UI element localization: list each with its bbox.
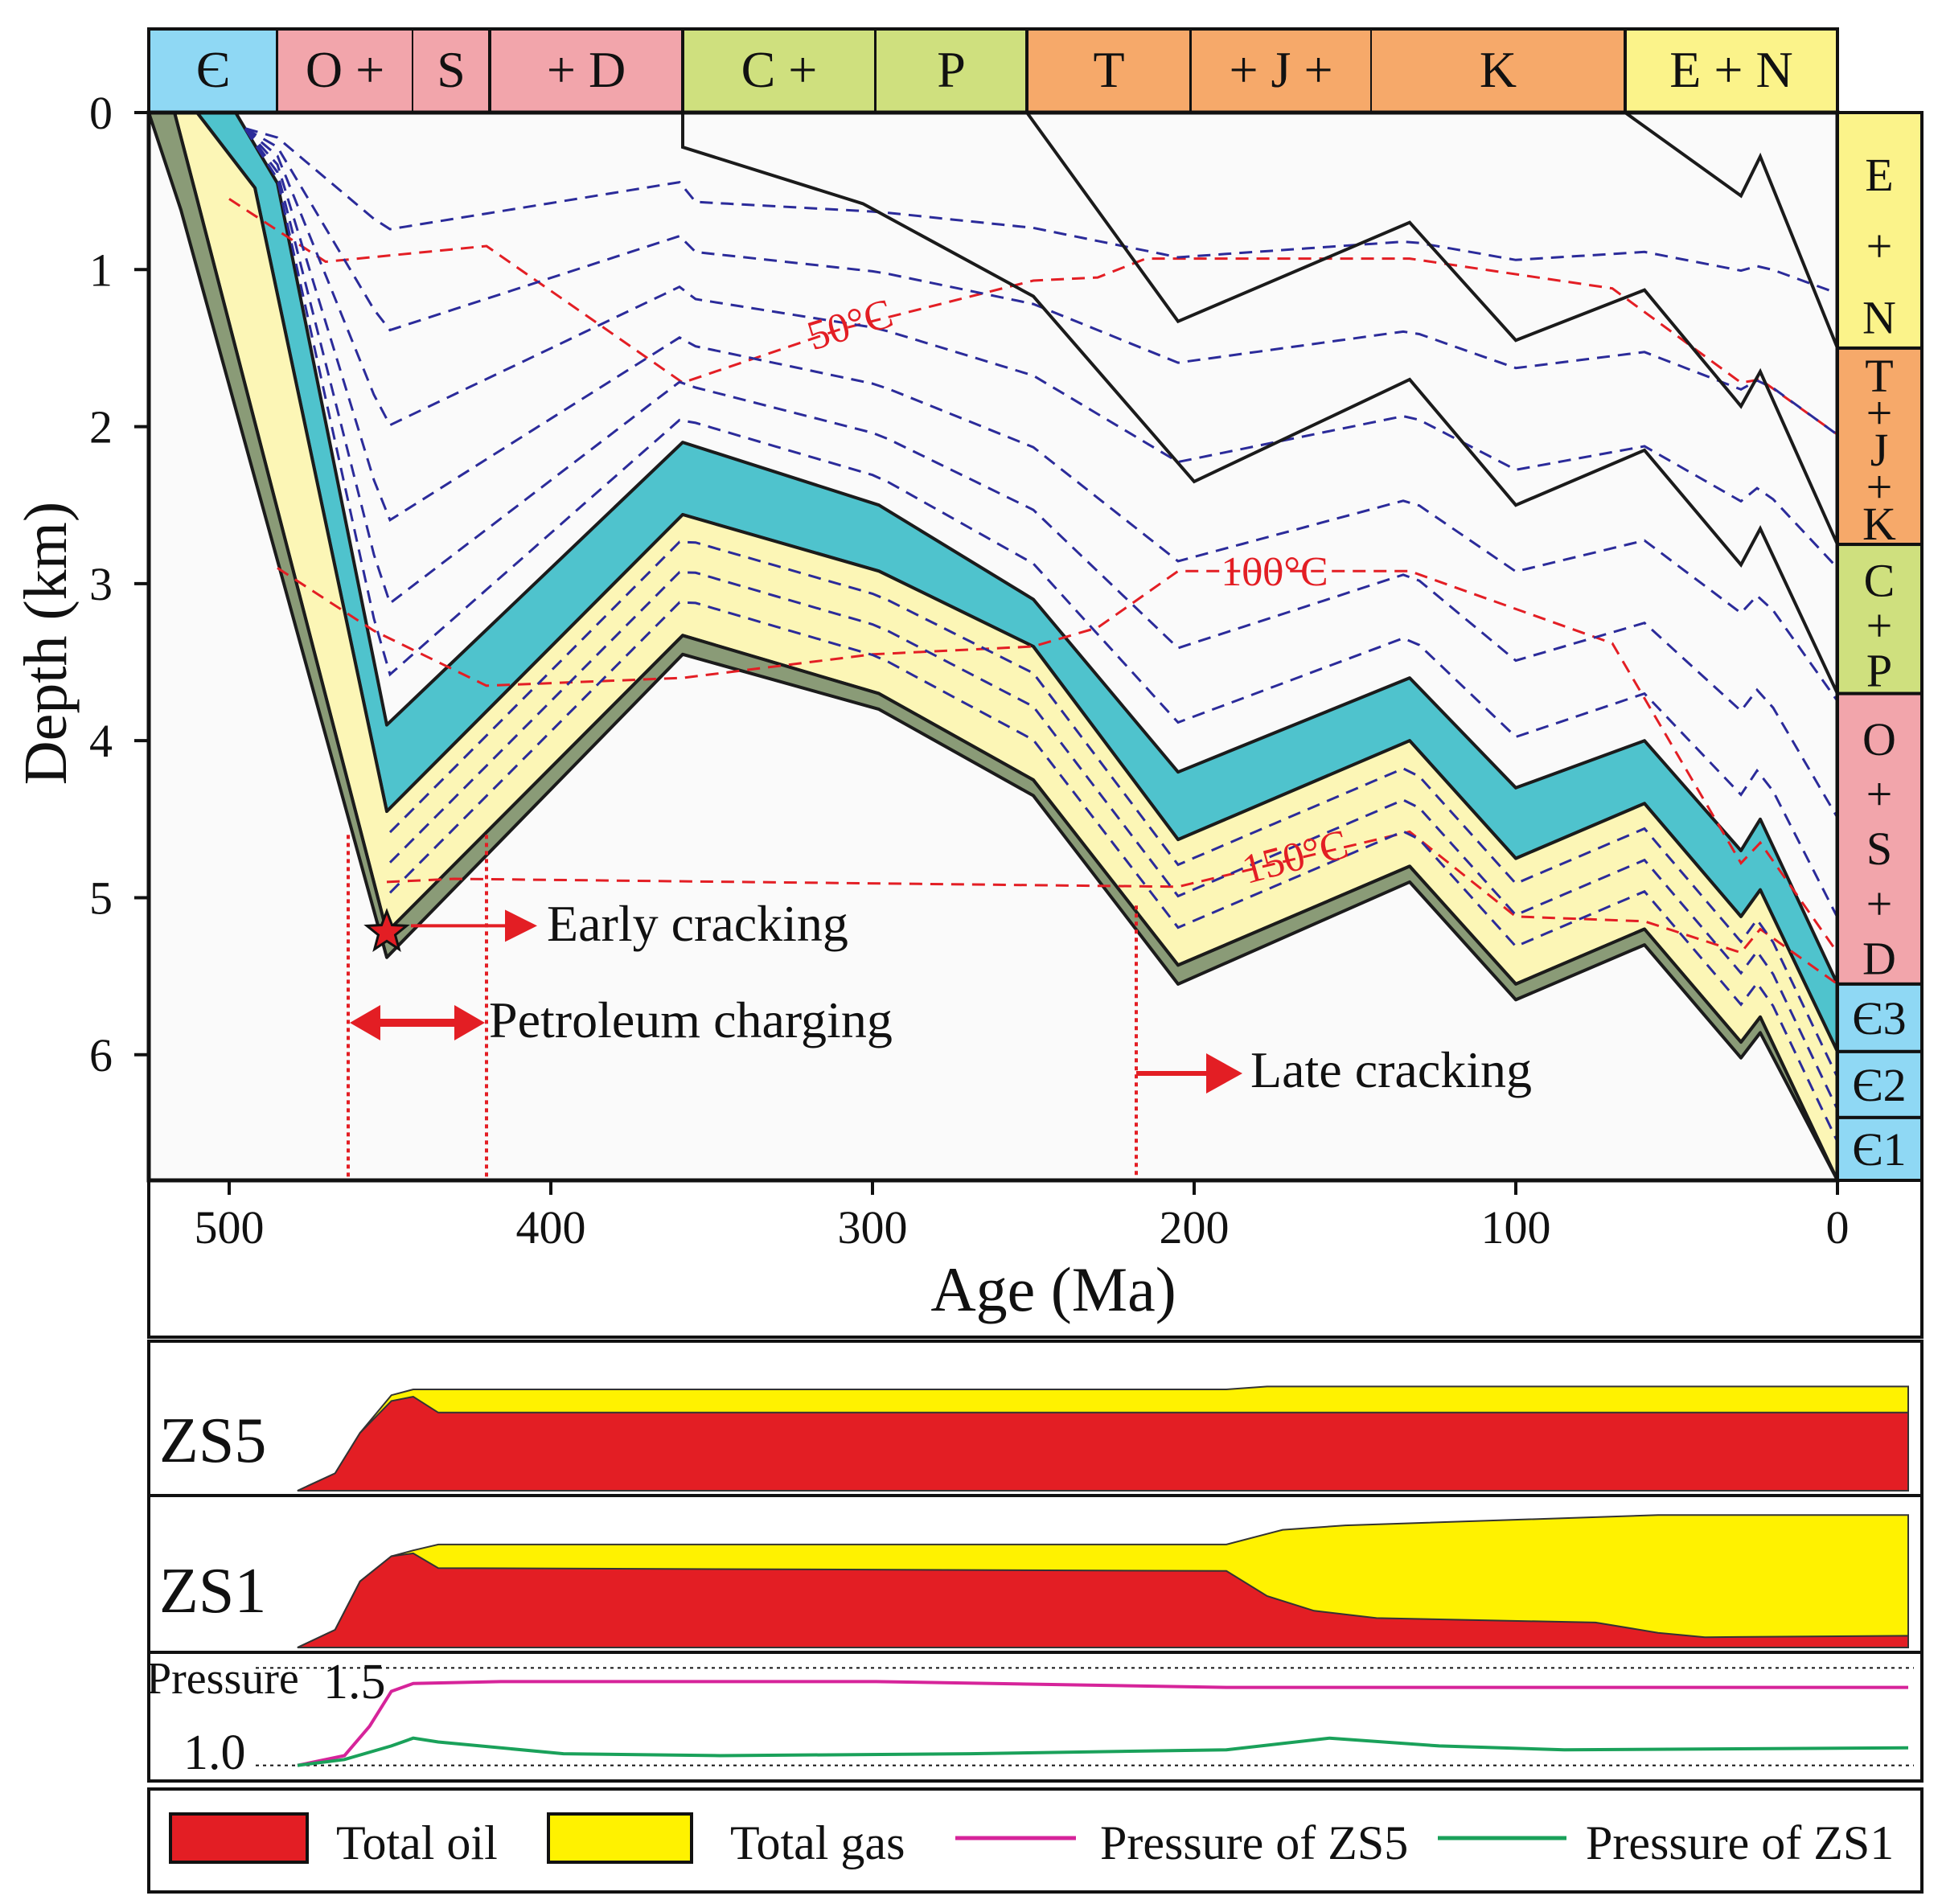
strata-column: E + N T + J + K C + P O + S + D Є3 Є2 Є1 bbox=[1836, 111, 1924, 1182]
legend bbox=[147, 1787, 1924, 1894]
period-label-tjk-t: T bbox=[1093, 41, 1124, 98]
pressure-label: Pressure bbox=[146, 1654, 299, 1704]
strata-cell-e-n bbox=[1836, 111, 1924, 350]
x-tick-label-0: 0 bbox=[1826, 1201, 1850, 1254]
strata-cell-e1 bbox=[1836, 1115, 1924, 1182]
period-label-cambrian: Є bbox=[196, 41, 230, 98]
x-tick-label-400: 400 bbox=[516, 1201, 586, 1254]
event-annotations bbox=[347, 835, 1242, 1180]
depth-contour-upper-5 bbox=[244, 128, 1837, 918]
isotherms bbox=[228, 198, 1837, 986]
strata-cell-e2 bbox=[1836, 1049, 1924, 1119]
total-oil-area-zs1 bbox=[297, 1552, 1909, 1648]
y-tick-label-6: 6 bbox=[89, 1029, 113, 1081]
burial-layers bbox=[149, 113, 1837, 1180]
isotherm-0 bbox=[228, 198, 1837, 436]
depth-contour-lower-1 bbox=[388, 571, 1837, 1110]
strata-label-e-n: E + N bbox=[1862, 149, 1896, 344]
pressure-line-zs5 bbox=[297, 1680, 1908, 1767]
legend-swatch-total-gas bbox=[547, 1812, 693, 1864]
period-cell-o-s-d-o bbox=[277, 28, 413, 113]
legend-label-pressure-zs1: Pressure of ZS1 bbox=[1586, 1816, 1894, 1869]
depth-contours bbox=[244, 127, 1837, 1143]
y-tick-label-1: 1 bbox=[89, 244, 113, 296]
y-tick-label-0: 0 bbox=[89, 87, 113, 139]
period-bar: Є O + S + D C + P T + J + K E + N bbox=[147, 27, 1839, 114]
y-tick-label-2: 2 bbox=[89, 401, 113, 453]
period-cell-e-n bbox=[1624, 27, 1839, 114]
burial-layer-2 bbox=[149, 113, 1837, 1180]
pressure-frame bbox=[147, 1651, 1924, 1783]
x-tick-label-100: 100 bbox=[1481, 1201, 1551, 1254]
period-label-o-s-d-s: S bbox=[437, 41, 466, 98]
total-oil-area-zs5 bbox=[297, 1395, 1909, 1492]
burial-horizon-2 bbox=[681, 113, 1837, 695]
legend-label-pressure-zs5: Pressure of ZS5 bbox=[1100, 1816, 1408, 1869]
period-cell-tjk-j bbox=[1190, 28, 1372, 113]
period-label-c-p-p: P bbox=[937, 41, 966, 98]
x-tick-label-500: 500 bbox=[195, 1201, 265, 1254]
depth-contour-lower-0 bbox=[388, 540, 1837, 1078]
y-tick-label-5: 5 bbox=[89, 872, 113, 924]
charging-arrow-right bbox=[454, 1005, 485, 1040]
period-label-tjk-j: + J + bbox=[1229, 41, 1332, 98]
depth-contour-upper-3 bbox=[244, 127, 1837, 702]
isotherm-label-100: 100°C bbox=[1221, 549, 1328, 595]
pressure-tick-1-0: 1.0 bbox=[183, 1726, 246, 1780]
burial-horizon-1 bbox=[1025, 113, 1837, 545]
depth-contour-lower-2 bbox=[388, 601, 1837, 1143]
period-label-o-s-d-d: + D bbox=[547, 41, 626, 98]
depth-contour-upper-0 bbox=[244, 127, 1837, 295]
pressure-panel bbox=[147, 1651, 1924, 1783]
strata-label-o-s-d: O + S + D bbox=[1862, 713, 1896, 985]
period-label-o-s-d-o: O + bbox=[306, 41, 384, 98]
y-tick-label-3: 3 bbox=[89, 558, 113, 610]
depth-contour-upper-2 bbox=[244, 127, 1837, 569]
x-tick-label-200: 200 bbox=[1160, 1201, 1230, 1254]
isotherm-1 bbox=[277, 567, 1837, 954]
axes: 500 400 300 200 100 0 0 1 2 3 4 5 6 bbox=[89, 87, 1850, 1254]
zs5-label: ZS5 bbox=[159, 1405, 266, 1476]
late-cracking-label: Late cracking bbox=[1250, 1041, 1532, 1098]
early-cracking-star bbox=[363, 908, 410, 952]
early-cracking-label: Early cracking bbox=[547, 895, 848, 952]
burial-horizons bbox=[681, 113, 1837, 695]
strata-label-e2: Є2 bbox=[1852, 1059, 1906, 1111]
y-axis-title: Depth (km) bbox=[12, 502, 80, 785]
period-label-tjk-k: K bbox=[1480, 41, 1517, 98]
period-label-c-p-c: C + bbox=[741, 41, 818, 98]
legend-label-total-oil: Total oil bbox=[336, 1816, 498, 1869]
x-tick-label-300: 300 bbox=[838, 1201, 908, 1254]
hydrocarbon-panels bbox=[147, 1340, 1924, 1654]
y-tick-label-4: 4 bbox=[89, 715, 113, 767]
x-axis-box bbox=[147, 1179, 1924, 1339]
pressure-tick-1-5: 1.5 bbox=[323, 1655, 386, 1709]
x-axis-title: Age (Ma) bbox=[930, 1254, 1176, 1324]
legend-swatch-total-oil bbox=[169, 1812, 309, 1864]
strata-cell-t-j-k bbox=[1836, 346, 1924, 547]
petroleum-charging-label: Petroleum charging bbox=[489, 991, 893, 1048]
depth-contour-upper-4 bbox=[244, 128, 1837, 819]
strata-label-e3: Є3 bbox=[1852, 992, 1906, 1044]
charging-arrow-left bbox=[350, 1005, 380, 1040]
late-cracking-arrowhead bbox=[1206, 1053, 1242, 1094]
strata-label-e1: Є1 bbox=[1852, 1123, 1906, 1176]
strata-cell-o-s-d bbox=[1836, 691, 1924, 986]
burial-horizon-0 bbox=[1624, 113, 1837, 349]
period-cell-c-p-p bbox=[875, 28, 1028, 113]
strata-label-t-j-k: T + J + K bbox=[1862, 350, 1896, 550]
legend-label-total-gas: Total gas bbox=[730, 1816, 905, 1869]
legend-frame bbox=[147, 1787, 1924, 1894]
strata-label-c-p: C + P bbox=[1864, 554, 1895, 696]
zs1-label: ZS1 bbox=[159, 1556, 266, 1627]
pressure-line-zs1 bbox=[297, 1736, 1909, 1767]
period-label-e-n: E + N bbox=[1669, 41, 1792, 98]
